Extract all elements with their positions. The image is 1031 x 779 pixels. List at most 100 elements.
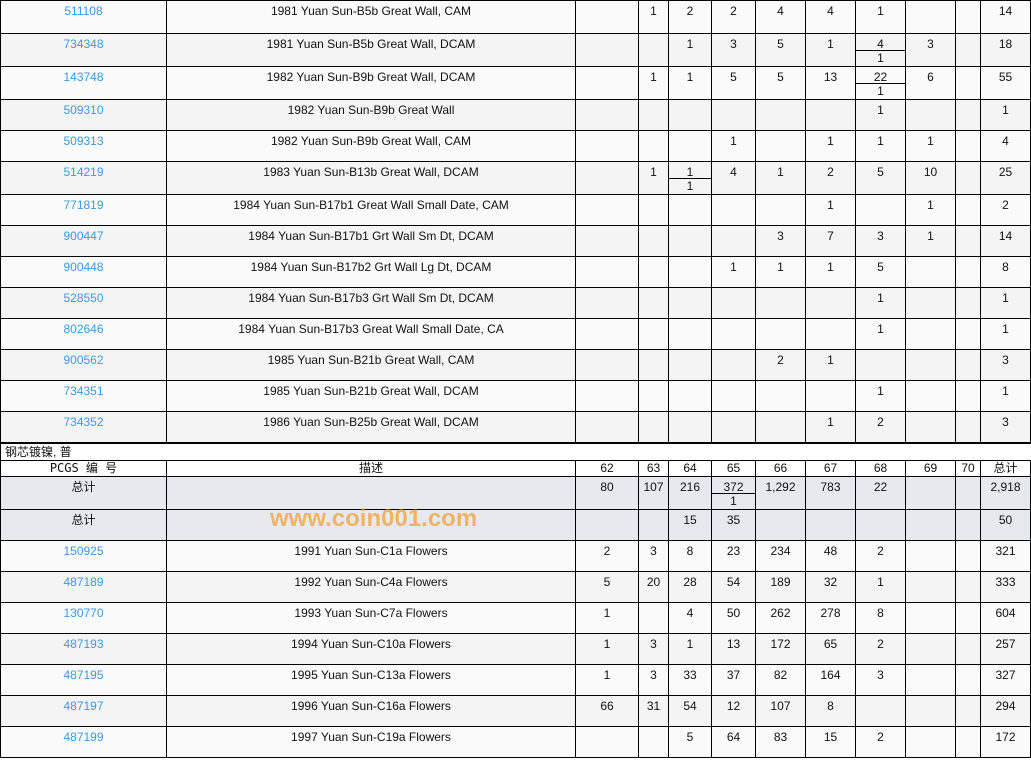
pcgs-number-link-text[interactable]: 130770: [63, 606, 104, 620]
pcgs-number-link[interactable]: 900447: [0, 225, 167, 257]
coin-description: 1984 Yuan Sun-B17b3 Great Wall Small Dat…: [166, 318, 576, 350]
header-grade-65[interactable]: 65: [711, 460, 756, 477]
pcgs-number-link-text[interactable]: 900448: [63, 260, 104, 274]
header-grade-65-text[interactable]: 65: [726, 461, 741, 476]
pcgs-number-link-text[interactable]: 511108: [64, 4, 103, 18]
pcgs-number-link-text[interactable]: 487193: [63, 637, 104, 651]
pcgs-number-link-text[interactable]: 487189: [63, 575, 104, 589]
grade-70-cell: [955, 194, 981, 226]
grade-63-cell-text: [640, 35, 668, 38]
pcgs-number-link[interactable]: 509310: [0, 99, 167, 131]
pcgs-number-link-text[interactable]: 150925: [63, 544, 104, 558]
grade-65-cell: 372 1: [711, 476, 756, 510]
table-row: 771819 1984 Yuan Sun-B17b1 Great Wall Sma…: [0, 194, 1031, 226]
pcgs-number-link[interactable]: 734351: [0, 380, 167, 412]
grade-62-cell-text: [577, 163, 638, 166]
pcgs-number-link[interactable]: 734348: [0, 33, 167, 67]
header-grade-62[interactable]: 62: [575, 460, 639, 477]
header-grade-67-text[interactable]: 67: [823, 461, 838, 476]
pcgs-number-link[interactable]: 487199: [0, 726, 167, 758]
grade-65-cell: [711, 411, 756, 443]
pcgs-number-link-text[interactable]: 734351: [63, 384, 104, 398]
grade-69-cell-text: [907, 2, 955, 5]
grade-70-cell-text: [957, 382, 980, 385]
header-grade-64-text[interactable]: 64: [683, 461, 697, 476]
coin-description: 1982 Yuan Sun-B9b Great Wall, CAM: [166, 130, 576, 162]
header-grade-70[interactable]: 70: [955, 460, 981, 477]
grade-67-cell-text: 4: [827, 4, 834, 18]
pcgs-number-link[interactable]: 771819: [0, 194, 167, 226]
pcgs-number-link-text[interactable]: 900562: [63, 353, 104, 367]
pcgs-number-link-text[interactable]: 487197: [63, 699, 104, 713]
header-grade-63[interactable]: 63: [638, 460, 669, 477]
coin-description: 1982 Yuan Sun-B9b Great Wall, DCAM: [166, 66, 576, 100]
grade-69-cell-text: [907, 258, 955, 261]
header-grade-67[interactable]: 67: [805, 460, 856, 477]
header-grade-70-text[interactable]: 70: [961, 461, 975, 476]
grade-62-cell: 1: [575, 602, 639, 634]
coin-description-text: 1983 Yuan Sun-B13b Great Wall, DCAM: [263, 165, 479, 179]
grade-68-cell-text: [857, 351, 905, 354]
pcgs-number-link-text[interactable]: 528550: [63, 291, 104, 305]
coin-description: 1982 Yuan Sun-B9b Great Wall: [166, 99, 576, 131]
pcgs-number-link[interactable]: 900562: [0, 349, 167, 381]
pcgs-number-link[interactable]: 143748: [0, 66, 167, 100]
header-grade-62-text[interactable]: 62: [600, 461, 614, 476]
pcgs-number-link[interactable]: 487197: [0, 695, 167, 727]
header-grade-63-text[interactable]: 63: [646, 461, 661, 476]
pcgs-number-link[interactable]: 511108: [0, 0, 167, 34]
pcgs-number-link[interactable]: 734352: [0, 411, 167, 443]
pcgs-number-link[interactable]: 802646: [0, 318, 167, 350]
grade-65-cell-text: 1: [730, 134, 737, 148]
pcgs-number-link-text[interactable]: 900447: [63, 229, 104, 243]
pcgs-number-link[interactable]: 487189: [0, 571, 167, 603]
pcgs-number-link[interactable]: 487193: [0, 633, 167, 665]
row-total-text: 327: [995, 668, 1016, 682]
pcgs-number-link-text[interactable]: 734348: [63, 37, 104, 51]
header-grade-68[interactable]: 68: [855, 460, 906, 477]
pcgs-number-link-text[interactable]: 514219: [63, 165, 104, 179]
pcgs-number-link-text[interactable]: 734352: [63, 415, 104, 429]
header-grade-69-text[interactable]: 69: [923, 461, 938, 476]
grade-67-cell-text: 32: [823, 575, 838, 589]
pcgs-number-link[interactable]: 509313: [0, 130, 167, 162]
pcgs-number-link-text[interactable]: 509310: [63, 103, 104, 117]
grade-68-cell-text: 22: [873, 480, 888, 494]
pcgs-number-link[interactable]: 900448: [0, 256, 167, 288]
grade-68-cell-text: 1: [877, 134, 884, 148]
header-grade-69[interactable]: 69: [905, 460, 956, 477]
pcgs-number-link[interactable]: 514219: [0, 161, 167, 195]
grade-69-cell-text: 1: [927, 134, 934, 148]
header-grade-68-text[interactable]: 68: [873, 461, 888, 476]
pcgs-number-link-text[interactable]: 143748: [63, 70, 104, 84]
coin-description-text: 1982 Yuan Sun-B9b Great Wall: [287, 103, 455, 117]
header-grade-66-text[interactable]: 66: [773, 461, 788, 476]
pcgs-number-link-text[interactable]: 771819: [63, 198, 104, 212]
pcgs-number-link-text[interactable]: 487199: [63, 730, 104, 744]
grade-66-cell: [755, 99, 806, 131]
header-pcgs: PCGS 编 号: [0, 460, 167, 477]
pcgs-number-link-text[interactable]: 487195: [63, 668, 104, 682]
grade-63-cell: [638, 411, 669, 443]
grade-67-cell: 32: [805, 571, 856, 603]
pcgs-number-link[interactable]: 130770: [0, 602, 167, 634]
header-grade-66[interactable]: 66: [755, 460, 806, 477]
grade-67-cell-text: 65: [823, 637, 838, 651]
pcgs-number-link[interactable]: 487195: [0, 664, 167, 696]
grade-67-cell-text: [807, 320, 855, 323]
grade-66-cell-text: 4: [777, 4, 784, 18]
row-total-text: 1: [1002, 103, 1009, 117]
grade-63-cell-text: 3: [650, 544, 657, 558]
header-grade-64[interactable]: 64: [668, 460, 712, 477]
grade-63-cell: [638, 318, 669, 350]
grade-plus-count: 1: [730, 494, 737, 508]
pcgs-number-link-text[interactable]: 802646: [63, 322, 104, 336]
pcgs-number-link[interactable]: 150925: [0, 540, 167, 572]
pcgs-number-link[interactable]: 528550: [0, 287, 167, 319]
pcgs-number-link-text[interactable]: 509313: [63, 134, 104, 148]
grade-67-cell-text: 1: [827, 415, 834, 429]
grade-64-cell-text: 15: [683, 513, 697, 527]
grade-67-cell: 783: [805, 476, 856, 510]
grade-67-cell: 65: [805, 633, 856, 665]
coin-description-text: 1984 Yuan Sun-B17b1 Grt Wall Sm Dt, DCAM: [248, 229, 494, 243]
